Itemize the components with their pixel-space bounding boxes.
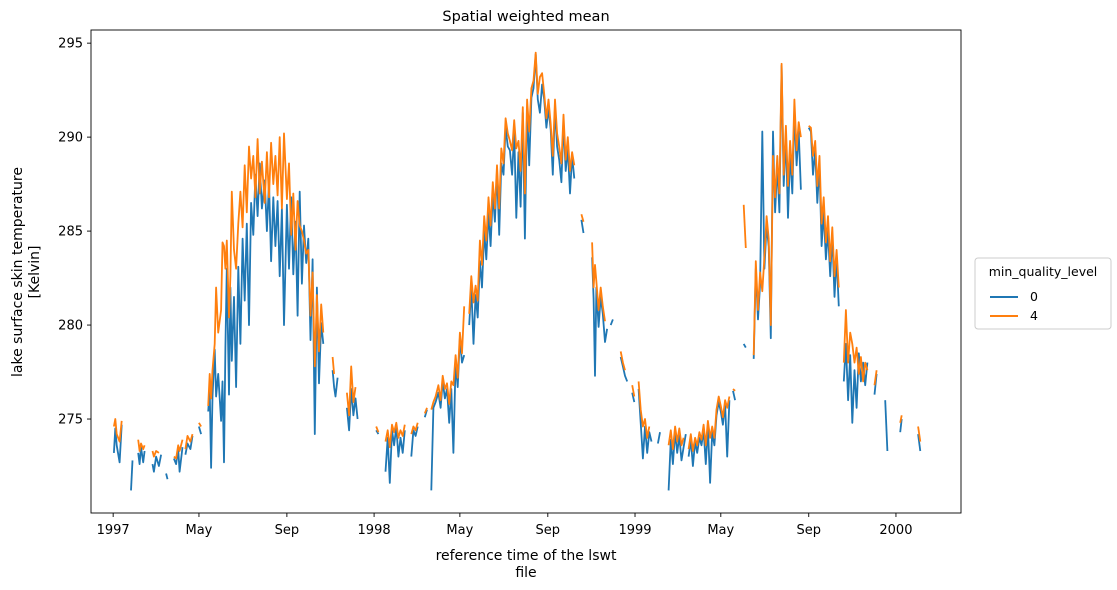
series-1-segment-10 [384, 421, 406, 449]
series-0-segment-10 [346, 388, 359, 432]
series-1-segment-21 [687, 395, 731, 452]
x-axis: 1997 May Sep 1998 May Sep 1999 May Sep 2000 [97, 513, 912, 538]
series-0-segment-9 [331, 370, 339, 398]
plot-area [90, 29, 962, 514]
y-tick-label-1: 280 [58, 319, 83, 334]
series-1-segment-12 [423, 407, 428, 414]
series-1-segment-26 [842, 309, 869, 383]
series-0-segment-25 [687, 400, 731, 484]
series-0-segment-26 [732, 390, 736, 401]
legend-label-series-0: 0 [1030, 289, 1038, 304]
series-0-segment-32 [884, 400, 889, 452]
series-1-segment-1 [137, 439, 146, 452]
series-0-segment-19 [609, 319, 614, 326]
series-1-segment-20 [667, 425, 685, 451]
series-0-segment-24 [667, 431, 687, 491]
series-0-segment-23 [657, 432, 661, 444]
series-0 [113, 53, 922, 491]
series-0-segment-8 [207, 162, 325, 469]
series-0-segment-4 [165, 473, 169, 480]
series-1-segment-13 [430, 306, 466, 410]
legend-label-series-1: 4 [1030, 308, 1038, 323]
series-1-segment-19 [637, 381, 651, 439]
series-1-segment-29 [917, 426, 922, 442]
series-0-segment-12 [384, 425, 406, 484]
series-0-segment-6 [184, 435, 194, 455]
series-1-segment-8 [346, 365, 357, 417]
y-tick-label-2: 285 [58, 225, 83, 240]
series-0-segment-30 [842, 342, 869, 424]
series-1-segment-6 [207, 132, 325, 406]
series-1-segment-14 [468, 51, 576, 314]
y-tick-label-4: 295 [58, 37, 83, 52]
series-1 [113, 51, 922, 460]
series-0-segment-27 [742, 343, 747, 349]
series-0-segment-33 [899, 418, 903, 433]
series-1-segment-9 [375, 426, 380, 433]
series-1-segment-18 [631, 385, 636, 397]
x-axis-label-line-2: file [515, 565, 536, 581]
legend-title: min_quality_level [989, 264, 1098, 279]
y-axis-label-line-2: [Kelvin] [27, 246, 43, 299]
series-1-segment-7 [331, 356, 335, 374]
series-1-segment-17 [619, 351, 626, 371]
series-0-segment-13 [410, 426, 419, 457]
series-0-segment-3 [151, 454, 162, 473]
series-1-segment-22 [732, 388, 736, 392]
series-1-segment-16 [591, 242, 606, 322]
y-axis: 275 280 285 290 295 [58, 37, 91, 428]
series-0-segment-7 [198, 426, 202, 435]
legend-box [974, 257, 1112, 330]
y-tick-label-3: 290 [58, 131, 83, 146]
series-0-segment-17 [580, 219, 585, 234]
series-0-segment-21 [631, 392, 636, 403]
series-1-segment-24 [752, 62, 802, 356]
x-tick-label-2: Sep [275, 523, 300, 538]
series-0-segment-34 [917, 433, 922, 452]
x-tick-label-8: Sep [796, 523, 821, 538]
series-1-segment-4 [184, 433, 194, 450]
series-0-segment-18 [591, 257, 608, 377]
x-tick-label-7: May [707, 523, 734, 538]
x-tick-label-6: 1999 [618, 523, 651, 538]
series-1-segment-11 [410, 422, 419, 435]
series-1-segment-15 [580, 213, 585, 222]
y-axis-label-line-1: lake surface skin temperature [10, 167, 26, 377]
series-1-segment-25 [808, 125, 840, 288]
series-1-segment-0 [113, 418, 123, 443]
legend: min_quality_level 0 4 [974, 257, 1112, 330]
x-tick-label-9: 2000 [879, 523, 912, 538]
series-1-segment-2 [151, 450, 160, 458]
x-tick-label-0: 1997 [97, 523, 130, 538]
x-tick-label-3: 1998 [358, 523, 391, 538]
chart-title: Spatial weighted mean [442, 9, 609, 25]
series-1-segment-3 [173, 439, 184, 460]
y-tick-label-0: 275 [58, 413, 83, 428]
series-1-segment-27 [873, 370, 878, 386]
series-1-segment-28 [899, 415, 903, 423]
series-0-segment-1 [130, 460, 134, 491]
series-0-segment-0 [113, 424, 123, 464]
x-tick-label-1: May [186, 523, 213, 538]
series-0-segment-16 [468, 53, 576, 345]
axes-frame [90, 29, 962, 514]
series-0-segment-20 [619, 356, 629, 382]
series-1-segment-23 [742, 204, 747, 249]
x-axis-label-line-1: reference time of the lswt [436, 548, 617, 564]
x-tick-label-5: Sep [536, 523, 561, 538]
x-tick-label-4: May [446, 523, 473, 538]
series-layer [113, 51, 922, 491]
series-1-segment-5 [198, 422, 202, 427]
series-0-segment-11 [375, 429, 380, 435]
